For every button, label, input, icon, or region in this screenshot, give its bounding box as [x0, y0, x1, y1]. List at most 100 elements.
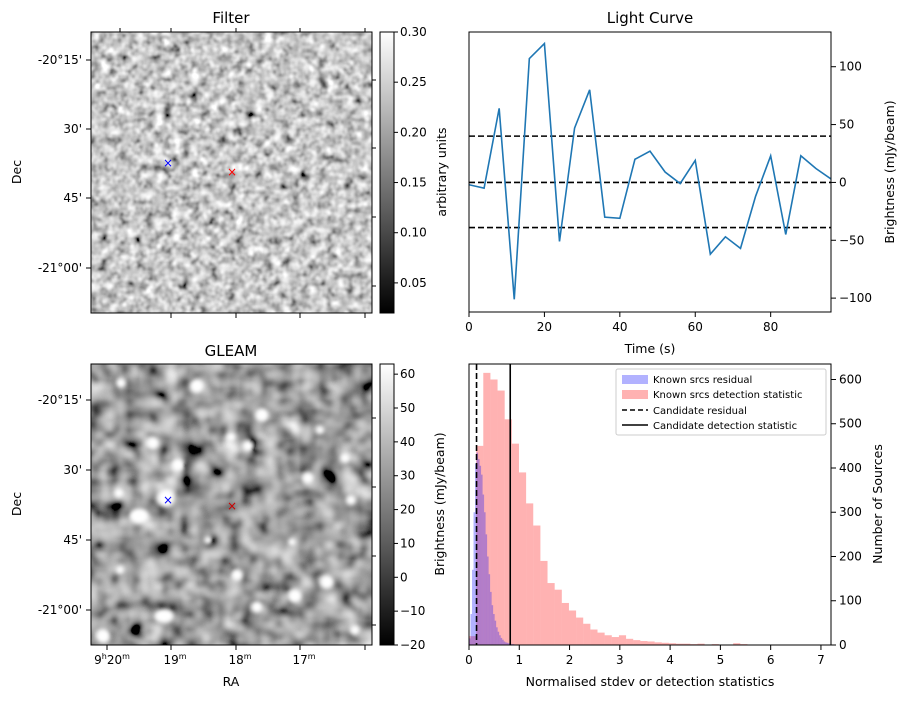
gleam-title: GLEAM [205, 342, 258, 360]
residual-hist-bar [474, 512, 476, 645]
detection-hist-bar [605, 635, 612, 645]
detection-hist-bar [626, 639, 633, 645]
lightcurve-ytick-label: 100 [839, 60, 862, 74]
histogram-ylabel: Number of Sources [870, 444, 885, 564]
filter-marker-red: × [227, 165, 237, 179]
filter-colorbar-tick-label: 0.20 [400, 125, 427, 139]
gleam-xtick-17m: 17m [292, 652, 315, 667]
gleam-colorbar-tick-label: −20 [400, 638, 425, 652]
filter-colorbar-tick-label: 0.15 [400, 176, 427, 190]
lightcurve-ytick-label: −100 [839, 291, 872, 305]
gleam-xaxis: 9h20m 19m 18m 17m RA [94, 645, 365, 689]
lightcurve-xtick-label: 20 [537, 320, 552, 334]
filter-ytick: 45' [63, 191, 82, 205]
detection-hist-bar [569, 610, 576, 645]
histogram-legend: Known srcs residual Known srcs detection… [616, 369, 826, 435]
filter-colorbar: 0.300.250.200.150.100.05 arbitrary units [380, 25, 449, 313]
legend-swatch-residual [622, 375, 648, 384]
detection-hist-bar [590, 630, 597, 645]
detection-hist-bar [519, 472, 526, 645]
residual-hist-bar [480, 466, 482, 645]
gleam-ytick: 30' [63, 463, 82, 477]
gleam-yaxis: -20°15' 30' 45' -21°00' Dec [9, 393, 91, 617]
lightcurve-line [469, 44, 831, 300]
histogram-ytick-label: 0 [839, 638, 847, 652]
histogram-ytick-label: 100 [839, 594, 862, 608]
residual-hist-bar [492, 605, 494, 645]
gleam-right-ticks [372, 418, 376, 625]
filter-colorbar-label: arbitrary units [434, 127, 449, 216]
gleam-xtick-20m: 9h20m [94, 652, 130, 667]
gleam-ytick: -21°00' [38, 603, 82, 617]
residual-hist-bar [483, 495, 485, 645]
gleam-colorbar-tick-label: 10 [400, 536, 415, 550]
legend-swatch-detection [622, 390, 648, 399]
gleam-colorbar-tick-label: 40 [400, 435, 415, 449]
histogram-xtick-label: 7 [817, 653, 825, 667]
detection-hist-bar [583, 624, 590, 645]
filter-yaxis: -20°15' 30' 45' -21°00' Dec [9, 53, 91, 275]
residual-hist-bar [501, 638, 503, 645]
lightcurve-xtick-label: 60 [688, 320, 703, 334]
gleam-marker-red: × [227, 499, 237, 513]
gleam-colorbar-tick-label: −10 [400, 604, 425, 618]
detection-hist-bar [526, 503, 533, 645]
lightcurve-frame [469, 32, 831, 312]
residual-hist-bar [502, 640, 504, 645]
legend-label: Candidate detection statistic [653, 421, 797, 432]
residual-hist-bar [478, 459, 480, 645]
detection-hist-bar [498, 391, 505, 645]
residual-hist-bar [481, 475, 483, 645]
gleam-ytick: -20°15' [38, 393, 82, 407]
gleam-colorbar-tick-label: 20 [400, 503, 415, 517]
residual-hist-bar [471, 614, 473, 645]
histogram-xtick-label: 5 [717, 653, 725, 667]
histogram-ytick-label: 600 [839, 372, 862, 386]
histogram-ytick-label: 400 [839, 461, 862, 475]
filter-ytick: -21°00' [38, 261, 82, 275]
residual-hist-bar [490, 592, 492, 645]
detection-hist-bar [540, 561, 547, 645]
detection-hist-bar [640, 641, 647, 645]
gleam-marker-blue: × [163, 493, 173, 507]
residual-hist-bar [486, 534, 488, 645]
filter-colorbar-gradient [380, 32, 394, 313]
detection-hist-bar [619, 635, 626, 645]
detection-hist-bar [512, 444, 519, 645]
detection-hist-bar [555, 590, 562, 645]
histogram-ytick-label: 300 [839, 505, 862, 519]
gleam-xtick-18m: 18m [228, 652, 251, 667]
filter-ylabel: Dec [9, 160, 24, 184]
detection-hist-bar [533, 526, 540, 645]
filter-colorbar-tick-label: 0.10 [400, 226, 427, 240]
legend-label: Known srcs detection statistic [653, 390, 802, 401]
detection-hist-bar [548, 583, 555, 645]
lightcurve-ylabel: Brightness (mJy/beam) [882, 100, 897, 243]
filter-panel: Filter × × -20°15' 30' 45' -21°00' Dec [9, 9, 449, 318]
gleam-xtick-19m: 19m [163, 652, 186, 667]
gleam-panel: GLEAM × × -20°15' 30' 45' [9, 342, 425, 689]
residual-hist-bar [484, 512, 486, 645]
lightcurve-xtick-label: 0 [465, 320, 473, 334]
lightcurve-ytick-label: 0 [839, 175, 847, 189]
lightcurve-xlabel: Time (s) [624, 341, 676, 356]
histogram-xtick-label: 6 [767, 653, 775, 667]
legend-label: Known srcs residual [653, 375, 752, 386]
histogram-xlabel: Normalised stdev or detection statistics [526, 674, 775, 689]
histogram-xtick-label: 4 [666, 653, 674, 667]
gleam-ytick: 45' [63, 533, 82, 547]
detection-hist-bar [562, 603, 569, 645]
residual-hist-bar [493, 614, 495, 645]
detection-hist-bar [647, 641, 654, 645]
histogram-xtick-label: 0 [465, 653, 473, 667]
detection-hist-bar [598, 633, 605, 645]
residual-hist-bar [472, 570, 474, 645]
lightcurve-xtick-label: 40 [612, 320, 627, 334]
residual-hist-bar [498, 632, 500, 645]
lightcurve-xtick-label: 80 [763, 320, 778, 334]
detection-hist-bar [633, 640, 640, 645]
